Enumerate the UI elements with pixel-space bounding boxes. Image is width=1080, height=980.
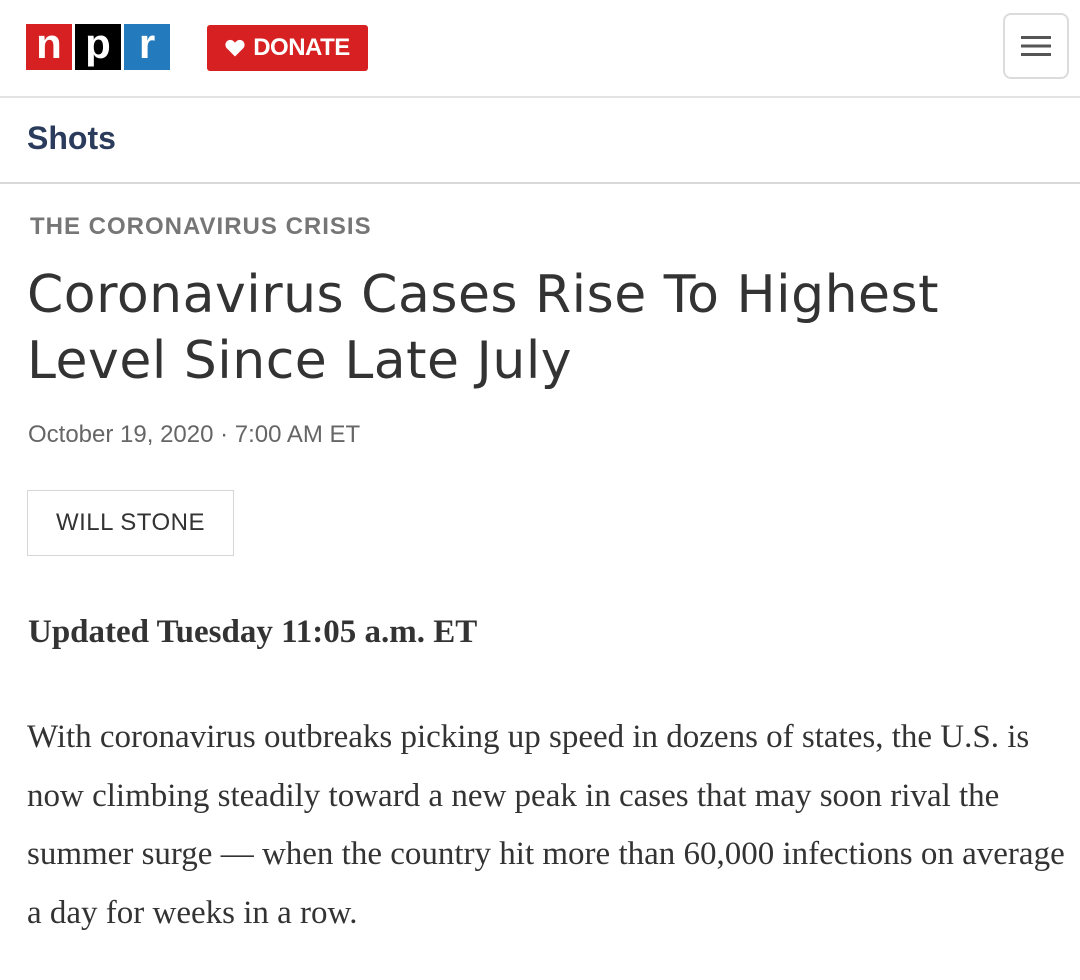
section-link-shots[interactable]: Shots [27,120,116,156]
logo-letter-p: p [75,21,121,70]
hamburger-icon [1021,36,1051,56]
top-navigation-bar: n p r DONATE [0,0,1080,98]
npr-logo[interactable]: n p r [26,21,170,70]
donate-button[interactable]: DONATE [207,25,368,71]
update-notice: Updated Tuesday 11:05 a.m. ET [28,614,478,650]
donate-label: DONATE [253,34,350,61]
menu-button[interactable] [1003,13,1069,79]
article-headline: Coronavirus Cases Rise To Highest Level … [27,265,940,391]
logo-letter-r: r [124,21,170,70]
section-bar: Shots [0,98,1080,184]
article-dateline: October 19, 2020 · 7:00 AM ET [28,421,361,448]
author-byline-button[interactable]: WILL STONE [27,490,234,556]
article-paragraph: With coronavirus outbreaks picking up sp… [27,719,1065,931]
article-slug[interactable]: THE CORONAVIRUS CRISIS [30,213,372,240]
logo-letter-n: n [26,21,72,70]
heart-icon [225,39,245,57]
